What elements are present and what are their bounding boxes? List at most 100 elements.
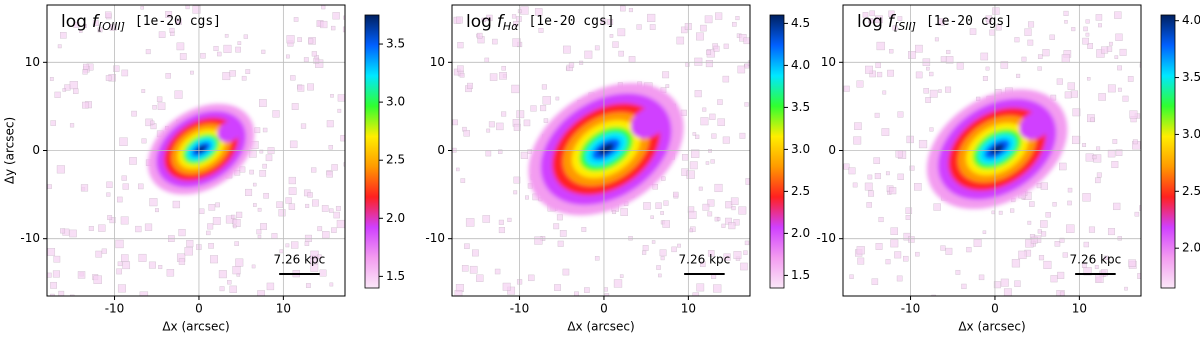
noise [165, 73, 171, 79]
noise [481, 17, 486, 23]
noise [937, 18, 946, 26]
noise [887, 69, 894, 77]
noise [58, 290, 65, 296]
noise [881, 128, 890, 136]
x-tick-label: -10 [105, 302, 125, 316]
noise [321, 205, 329, 212]
noise [743, 250, 748, 255]
noise [702, 107, 707, 112]
noise [342, 26, 345, 33]
noise [1088, 226, 1096, 233]
noise [867, 190, 875, 197]
noise [257, 290, 265, 296]
noise [889, 187, 897, 195]
noise [1129, 110, 1138, 119]
noise [568, 62, 575, 68]
y-tick-label: 0 [32, 143, 40, 157]
noise [1119, 48, 1127, 56]
panel-title: log f[SII] [1e-20 cgs] [857, 12, 1012, 33]
noise [731, 205, 736, 211]
noise [232, 219, 241, 227]
noise [484, 57, 490, 63]
colorbar-tick-label: 1.5 [386, 269, 405, 283]
noise [1038, 255, 1045, 261]
noise [305, 203, 310, 208]
noise [978, 274, 985, 281]
noise [467, 82, 474, 89]
noise [676, 36, 685, 45]
noise [165, 11, 173, 18]
y-axis-label: Δy (arcsec) [3, 117, 17, 184]
colorbar-tick-label: 2.5 [386, 153, 405, 167]
noise [694, 57, 703, 66]
noise [239, 166, 246, 173]
panel-title: log f[OIII] [1e-20 cgs] [61, 12, 221, 33]
noise [895, 150, 903, 158]
noise [862, 12, 869, 18]
noise [705, 60, 713, 68]
noise [210, 255, 219, 264]
colorbar-tick-label: 3.5 [1182, 70, 1200, 84]
noise [711, 133, 717, 139]
noise [120, 216, 129, 225]
noise [707, 211, 713, 217]
colorbar-tick-label: 4.0 [1182, 13, 1200, 27]
noise [291, 103, 299, 110]
noise [594, 256, 600, 261]
scale-bar-label: 7.26 kpc [1070, 252, 1122, 266]
noise [70, 294, 75, 296]
noise [1083, 241, 1090, 248]
colorbar-tick-label: 2.5 [1182, 184, 1200, 198]
noise [628, 236, 633, 241]
noise [54, 91, 61, 98]
noise [498, 149, 503, 154]
noise [272, 110, 280, 118]
noise [744, 102, 749, 107]
noise [251, 264, 256, 269]
noise [303, 57, 309, 63]
noise [101, 248, 107, 254]
noise [934, 37, 939, 42]
noise [513, 20, 519, 27]
title-unit: [1e-20 cgs] [528, 14, 614, 29]
noise [619, 274, 624, 278]
noise [97, 27, 103, 33]
noise [330, 94, 334, 98]
noise [909, 165, 915, 171]
noise [1134, 211, 1140, 217]
noise [1114, 55, 1119, 59]
noise [456, 167, 460, 172]
noise [476, 274, 484, 282]
noise [563, 45, 571, 54]
noise [1095, 14, 1103, 21]
noise [1059, 162, 1067, 171]
noise [1095, 177, 1101, 184]
noise [728, 222, 736, 230]
noise [1101, 46, 1109, 54]
noise [902, 255, 909, 262]
noise [969, 28, 977, 35]
noise [98, 224, 106, 232]
noise [661, 176, 666, 181]
noise [57, 44, 62, 49]
noise [993, 281, 1001, 289]
noise [1111, 161, 1119, 169]
noise [1061, 54, 1071, 63]
noise [636, 24, 642, 30]
noise [176, 42, 185, 51]
noise [208, 243, 214, 249]
noise [115, 239, 124, 249]
colorbar-tick-label: 2.5 [791, 184, 810, 198]
noise [307, 83, 314, 91]
noise [235, 258, 244, 267]
noise [83, 24, 87, 28]
noise [73, 21, 80, 28]
noise [488, 121, 495, 128]
noise [1096, 146, 1101, 151]
x-tick-label: 10 [276, 302, 291, 316]
noise [216, 51, 222, 57]
noise [69, 229, 77, 238]
noise [562, 268, 570, 276]
noise [208, 203, 216, 211]
noise [706, 49, 712, 55]
